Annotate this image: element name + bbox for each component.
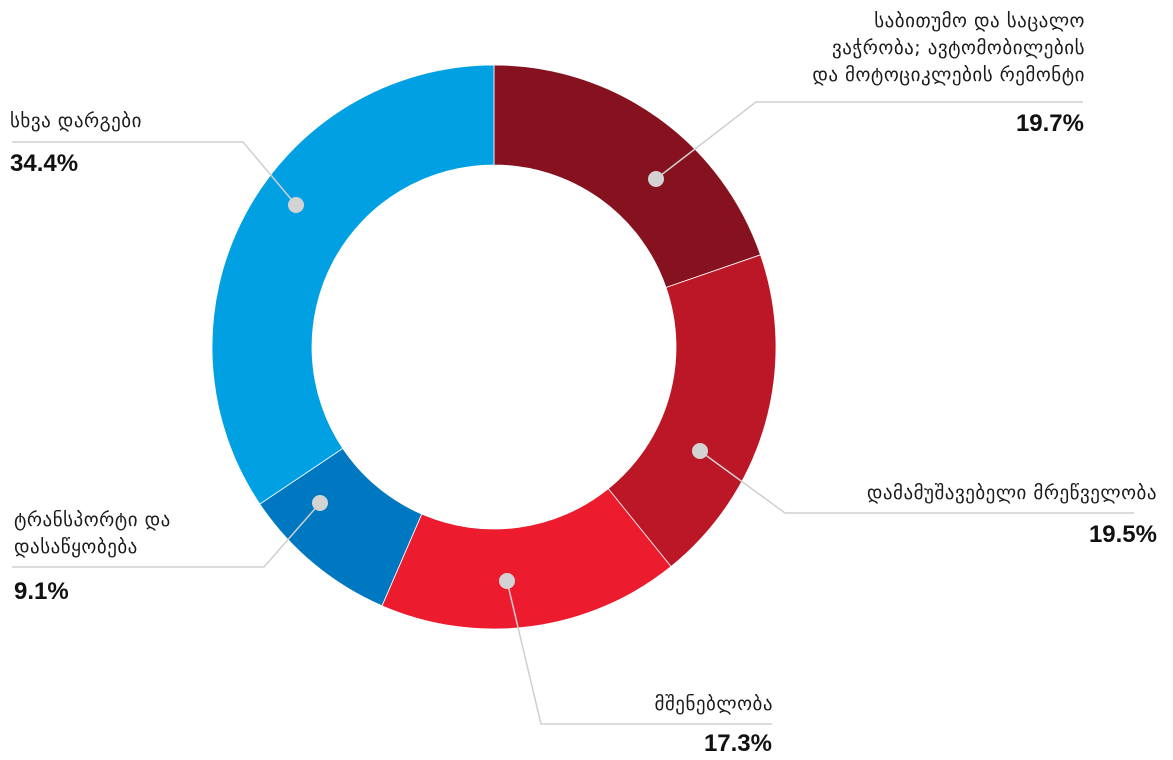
leader-lines: [12, 101, 1134, 725]
leader-dots: [288, 171, 708, 589]
leader-dot-other: [288, 197, 304, 213]
leader-dot-trade: [648, 171, 664, 187]
label-trade-line2: ვაჭრობა; ავტომობილების: [831, 37, 1085, 59]
slice-other: [211, 64, 495, 505]
label-construction: მშენებლობა: [473, 691, 773, 718]
label-trade: საბითუმო და საცალო ვაჭრობა; ავტომობილები…: [665, 8, 1085, 89]
leader-line-trade: [655, 101, 1083, 180]
label-manufacturing: დამამუშავებელი მრეწველობა: [737, 480, 1157, 507]
value-label-trade: 19.7%: [1015, 110, 1084, 137]
slice-trade: [493, 64, 762, 289]
leader-dot-transport: [312, 495, 328, 511]
leader-line-other: [12, 141, 297, 206]
label-other: სხვა დარგები: [10, 108, 310, 135]
label-trade-line3: და მოტოციკლების რემონტი: [812, 64, 1085, 86]
label-trade-line1: საბითუმო და საცალო: [874, 10, 1085, 32]
slice-manufacturing: [607, 254, 777, 568]
leader-line-manufacturing: [699, 450, 1134, 514]
leader-line-construction: [506, 580, 772, 725]
value-label-transport: 9.1%: [14, 578, 69, 605]
value-label-other: 34.4%: [10, 150, 79, 177]
label-transport-line2: დასაწყობება: [14, 536, 138, 558]
leader-dot-manufacturing: [692, 443, 708, 459]
value-label-manufacturing: 19.5%: [1088, 521, 1157, 548]
label-other-line1: სხვა დარგები: [10, 110, 142, 132]
value-label-construction: 17.3%: [703, 730, 772, 757]
label-transport: ტრანსპორტი და დასაწყობება: [14, 507, 314, 561]
label-construction-line1: მშენებლობა: [654, 693, 773, 715]
donut-slices: [211, 64, 777, 630]
leader-dot-construction: [499, 573, 515, 589]
label-transport-line1: ტრანსპორტი და: [14, 509, 171, 531]
leader-line-transport: [12, 502, 321, 568]
label-manufacturing-line1: დამამუშავებელი მრეწველობა: [866, 482, 1157, 504]
